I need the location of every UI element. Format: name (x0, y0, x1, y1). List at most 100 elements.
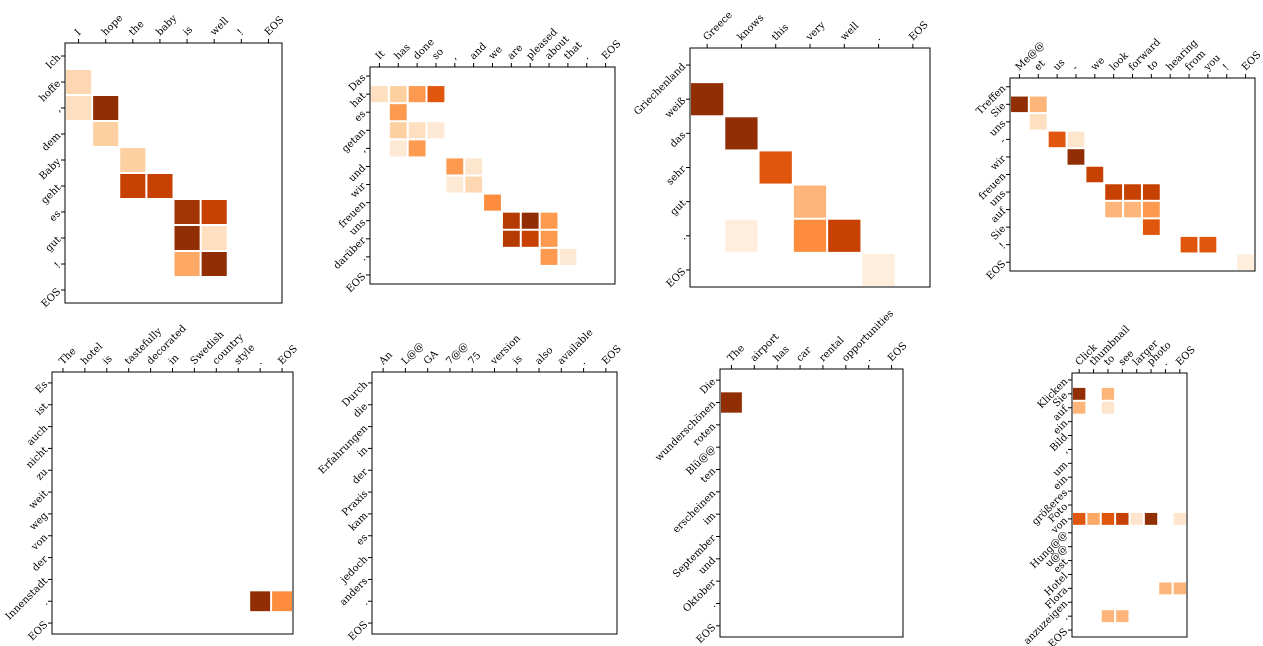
y-tick-label: auch (25, 423, 50, 448)
heatmap-cell (1142, 201, 1160, 218)
x-tick-label: in (167, 352, 182, 367)
heatmap-cell (93, 96, 119, 120)
heatmap-cell (389, 140, 407, 157)
heatmap-cell (1073, 401, 1086, 414)
y-tick-label: EOS (345, 271, 369, 295)
x-tick-label: . (863, 354, 873, 364)
y-tick-label: Baby (38, 156, 64, 182)
y-tick-label: Ich (44, 52, 63, 71)
heatmap-cell (389, 122, 407, 139)
x-tick-label: this (770, 22, 791, 43)
x-tick-label: we (1089, 55, 1107, 73)
heatmap-cell (521, 212, 539, 229)
y-tick-label: , (53, 104, 63, 114)
x-tick-label: so (430, 46, 446, 62)
x-tick-label: and (468, 41, 489, 62)
y-tick-label: weg (28, 510, 51, 533)
heatmap-cell (1130, 512, 1143, 525)
heatmap-cell (66, 96, 92, 120)
heatmap-cell (725, 219, 758, 252)
heatmap-cell (721, 392, 742, 413)
heatmap-cell (93, 122, 119, 146)
x-tick-label: EOS (1174, 344, 1198, 368)
heatmap-cell (1199, 236, 1217, 253)
y-tick-label: gut (44, 234, 64, 254)
x-tick-label: EOS (886, 340, 910, 364)
heatmap-cell (1073, 387, 1086, 400)
heatmap-cell (272, 591, 292, 612)
y-tick-label: . (40, 598, 50, 608)
heatmap-cell (540, 212, 558, 229)
heatmap-frame (1071, 372, 1188, 638)
y-tick-label: das (668, 130, 688, 150)
heatmap-cell (1105, 201, 1123, 218)
x-tick-label: . (578, 357, 588, 367)
y-tick-label: hat (349, 91, 368, 110)
heatmap-frame (369, 66, 616, 285)
x-tick-label: 75 (467, 350, 484, 367)
y-tick-label: uns (988, 118, 1009, 139)
x-tick-label: us (1051, 57, 1067, 73)
x-tick-label: has (772, 344, 792, 364)
y-tick-label: dem (40, 130, 64, 154)
heatmap-cell (1086, 166, 1104, 183)
heatmap-cell (502, 212, 520, 229)
x-tick-label: I (73, 28, 84, 39)
y-tick-label: weiß (663, 95, 688, 120)
heatmap-cell (201, 200, 227, 224)
heatmap-cell (793, 185, 827, 218)
y-tick-label: wir (989, 153, 1009, 173)
y-tick-label: und (347, 163, 369, 185)
heatmap-cell (465, 158, 483, 175)
heatmap-cell (1101, 387, 1115, 400)
x-tick-label: 7@@ (444, 341, 470, 367)
x-tick-label: Greece (701, 10, 734, 43)
y-tick-label: . (1060, 613, 1070, 623)
heatmap-cell (446, 176, 464, 193)
heatmap-cell (174, 252, 200, 276)
heatmap-frame (1009, 77, 1256, 272)
y-tick-label: , (358, 145, 368, 155)
heatmap-cell (120, 174, 146, 198)
heatmap-cell (408, 122, 426, 139)
x-tick-label: EOS (263, 14, 287, 38)
heatmap-cell (1173, 512, 1186, 525)
heatmap-cell (484, 194, 501, 211)
x-tick-label: . (254, 357, 264, 367)
y-tick-label: ! (53, 260, 64, 271)
x-tick-label: to (1146, 58, 1161, 73)
x-tick-label: . (873, 33, 883, 43)
x-tick-label: is (181, 24, 195, 38)
heatmap-cell (828, 219, 861, 252)
heatmap-cell (502, 230, 520, 247)
heatmap-cell (1101, 401, 1115, 414)
heatmap-cell (120, 148, 146, 172)
y-tick-label: EOS (695, 622, 719, 646)
y-tick-label: EOS (1047, 626, 1071, 646)
heatmap-cell (371, 86, 388, 103)
heatmap-cell (1067, 131, 1085, 148)
y-tick-label: geht (39, 182, 63, 206)
x-tick-label: It (374, 49, 387, 62)
heatmap-cell (174, 200, 200, 224)
y-tick-label: in (356, 444, 371, 459)
heatmap-cell (1073, 512, 1086, 525)
heatmap-cell (1116, 610, 1129, 623)
y-tick-label: . (358, 253, 368, 263)
y-tick-label: wir (349, 181, 369, 201)
x-tick-label: , (449, 52, 459, 62)
heatmap-cell (427, 86, 445, 103)
y-tick-label: Das (347, 73, 368, 94)
heatmap-cell (1144, 512, 1158, 525)
x-tick-label: is (511, 353, 525, 367)
x-tick-label: ! (1221, 62, 1232, 73)
x-tick-label: EOS (907, 19, 931, 43)
y-tick-label: EOS (665, 266, 689, 290)
x-tick-label: GA (422, 348, 441, 367)
heatmap-cell (1180, 236, 1198, 253)
heatmap-cell (691, 83, 724, 116)
heatmap-cell (793, 219, 827, 252)
